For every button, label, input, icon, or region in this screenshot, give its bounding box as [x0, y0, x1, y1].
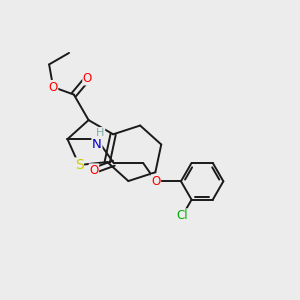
Text: N: N [92, 138, 102, 151]
Text: O: O [83, 72, 92, 85]
Text: S: S [75, 158, 83, 172]
Text: Cl: Cl [177, 209, 188, 222]
Text: O: O [151, 175, 160, 188]
Text: O: O [49, 80, 58, 94]
Text: H: H [96, 128, 105, 138]
Text: O: O [89, 164, 98, 177]
